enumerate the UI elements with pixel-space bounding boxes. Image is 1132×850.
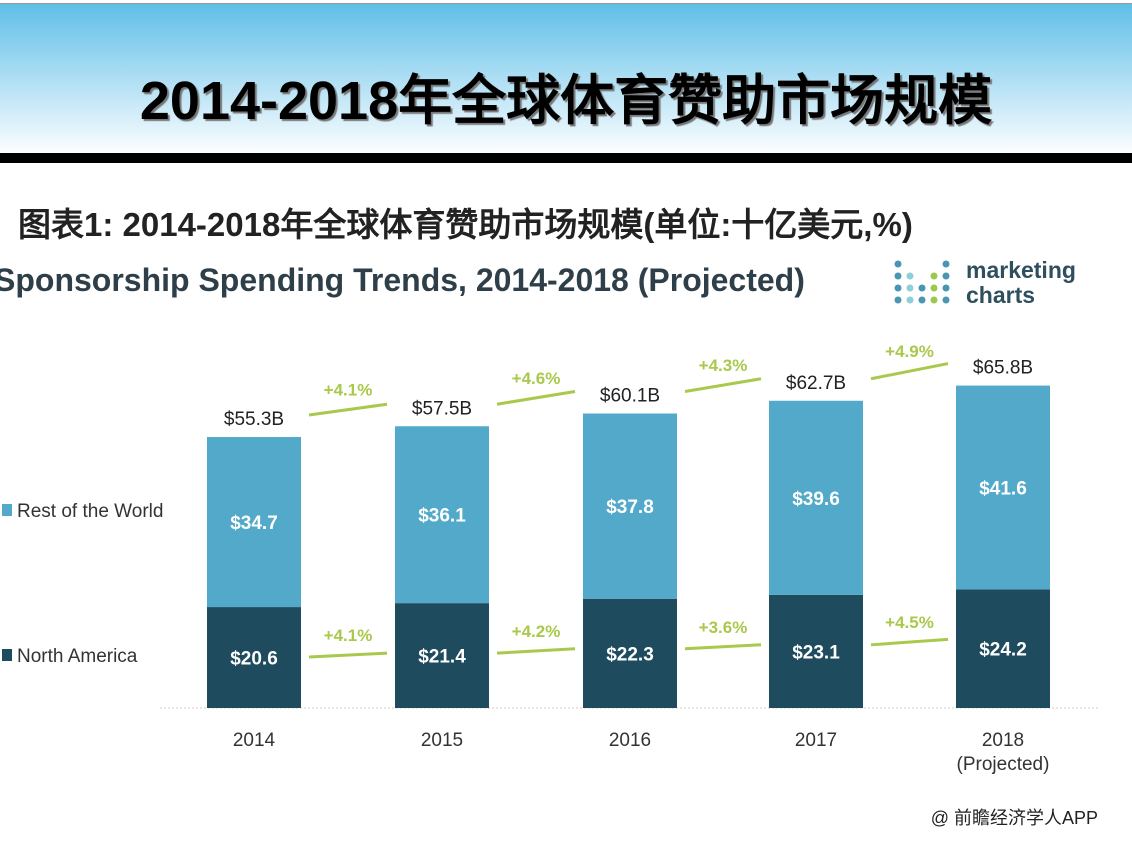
x-tick-sublabel: (Projected) (957, 754, 1050, 775)
logo-dot (894, 272, 902, 280)
growth-label-north-america: +4.5% (885, 613, 934, 632)
bar-rest-of-world (769, 400, 863, 595)
growth-label-rest-of-world: +4.1% (324, 381, 373, 400)
x-tick-label: 2017 (795, 730, 837, 751)
data-label-rest-of-world: $39.6 (792, 489, 840, 510)
growth-label-north-america: +4.1% (324, 626, 373, 645)
logo-dot (930, 272, 938, 280)
total-label: $57.5B (412, 398, 472, 419)
growth-line-north-america (684, 643, 762, 651)
marketing-charts-logo: marketing charts (893, 258, 1093, 310)
bar-rest-of-world (956, 385, 1050, 590)
header-divider (0, 153, 1132, 163)
logo-dot (918, 284, 926, 292)
bar-north-america (583, 598, 677, 708)
logo-dot (894, 284, 902, 292)
growth-line-total (496, 390, 576, 406)
logo-dot (894, 296, 902, 304)
growth-label-rest-of-world: +4.6% (512, 369, 561, 388)
growth-label-rest-of-world: +4.3% (699, 356, 748, 375)
growth-line-total (870, 362, 949, 381)
growth-label-north-america: +3.6% (699, 618, 748, 637)
chart-subtitle: Sponsorship Spending Trends, 2014-2018 (… (0, 262, 805, 298)
data-label-rest-of-world: $41.6 (979, 479, 1027, 500)
legend-label-rest-of-world: Rest of the World (17, 501, 163, 522)
growth-label-rest-of-world: +4.9% (885, 342, 934, 361)
logo-dot (906, 272, 914, 280)
source-credit: @ 前瞻经济学人APP (930, 808, 1098, 828)
bar-rest-of-world (583, 413, 677, 599)
x-tick-label: 2016 (609, 730, 651, 751)
slide-title: 2014-2018年全球体育赞助市场规模 (139, 71, 993, 131)
growth-line-north-america (308, 651, 388, 659)
total-label: $60.1B (600, 386, 660, 407)
data-label-north-america: $24.2 (979, 640, 1027, 661)
chart-title: 图表1: 2014-2018年全球体育赞助市场规模(单位:十亿美元,%) (18, 206, 913, 243)
legend-swatch-north-america (2, 649, 12, 661)
data-label-rest-of-world: $34.7 (230, 513, 278, 534)
bar-rest-of-world (395, 426, 489, 604)
growth-line-north-america (870, 637, 949, 647)
data-label-rest-of-world: $37.8 (606, 497, 654, 518)
total-label: $65.8B (973, 358, 1033, 379)
logo-line1: marketing (966, 257, 1076, 283)
logo-dot (942, 260, 950, 268)
growth-line-north-america (496, 647, 576, 655)
bar-north-america (395, 603, 489, 708)
data-label-north-america: $20.6 (230, 649, 278, 670)
bar-rest-of-world (207, 437, 301, 608)
logo-dot (894, 260, 902, 268)
total-label: $55.3B (224, 409, 284, 430)
logo-dot (930, 284, 938, 292)
slide-header: 2014-2018年全球体育赞助市场规模 (0, 3, 1132, 154)
bar-north-america (769, 594, 863, 708)
total-label: $62.7B (786, 373, 846, 394)
data-label-north-america: $21.4 (418, 647, 466, 668)
legend-swatch-rest-of-world (2, 504, 12, 516)
logo-dot (942, 296, 950, 304)
bar-north-america (207, 607, 301, 708)
data-label-north-america: $22.3 (606, 644, 654, 665)
logo-line2: charts (966, 282, 1036, 308)
legend-label-north-america: North America (17, 646, 138, 667)
logo-dot (942, 272, 950, 280)
logo-dots-icon (894, 260, 950, 304)
logo-dot (918, 296, 926, 304)
growth-line-total (308, 402, 388, 417)
data-label-rest-of-world: $36.1 (418, 506, 466, 527)
x-tick-label: 2015 (421, 730, 463, 751)
stacked-bar-chart: $20.6 $34.7 $55.3B 2014 $21.4 $36.1 $57.5B 2015… (2, 342, 1100, 775)
logo-dot (906, 296, 914, 304)
bar-north-america (956, 589, 1050, 708)
x-tick-label: 2014 (233, 730, 276, 751)
logo-dot (930, 296, 938, 304)
data-label-north-america: $23.1 (792, 642, 840, 663)
logo-dot (942, 284, 950, 292)
growth-label-north-america: +4.2% (512, 622, 561, 641)
x-tick-label: 2018 (982, 730, 1024, 751)
growth-line-total (684, 377, 762, 393)
logo-dot (906, 284, 914, 292)
